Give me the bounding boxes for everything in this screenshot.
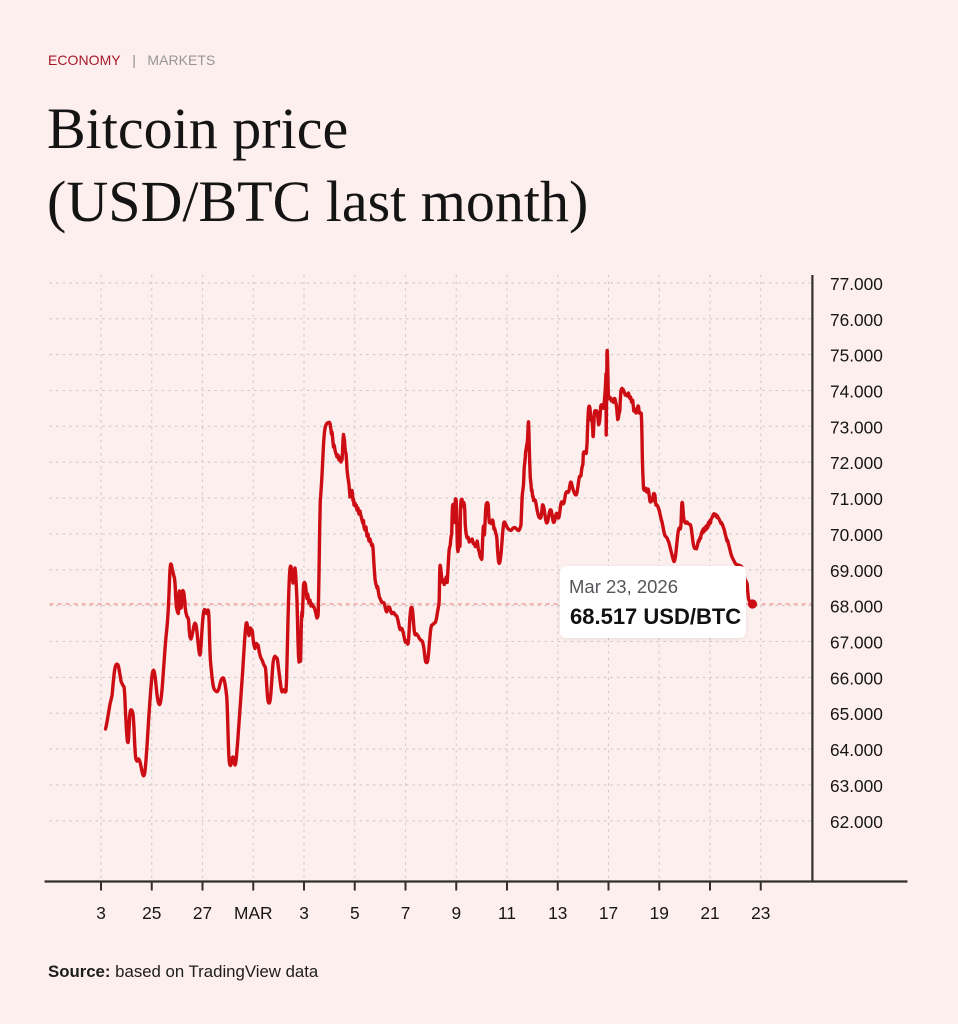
svg-text:70.000: 70.000: [830, 525, 883, 545]
svg-text:71.000: 71.000: [830, 489, 883, 509]
svg-text:17: 17: [599, 903, 618, 923]
svg-text:76.000: 76.000: [830, 310, 883, 330]
svg-text:63.000: 63.000: [830, 776, 883, 796]
svg-text:72.000: 72.000: [830, 453, 883, 473]
svg-text:65.000: 65.000: [830, 704, 883, 724]
svg-text:77.000: 77.000: [830, 274, 883, 294]
svg-text:21: 21: [700, 903, 719, 923]
svg-text:75.000: 75.000: [830, 346, 883, 366]
svg-text:67.000: 67.000: [830, 633, 883, 653]
svg-text:64.000: 64.000: [830, 740, 883, 760]
svg-text:3: 3: [96, 903, 106, 923]
svg-text:68.000: 68.000: [830, 597, 883, 617]
svg-text:7: 7: [401, 903, 411, 923]
svg-text:3: 3: [299, 903, 309, 923]
svg-text:66.000: 66.000: [830, 668, 883, 688]
svg-text:13: 13: [548, 903, 567, 923]
svg-text:11: 11: [498, 903, 516, 923]
svg-text:MAR: MAR: [234, 903, 272, 923]
svg-text:9: 9: [451, 903, 461, 923]
svg-text:23: 23: [751, 903, 770, 923]
svg-text:62.000: 62.000: [830, 812, 883, 832]
svg-text:25: 25: [142, 903, 161, 923]
svg-text:5: 5: [350, 903, 360, 923]
svg-text:69.000: 69.000: [830, 561, 883, 581]
svg-text:19: 19: [650, 903, 669, 923]
svg-text:74.000: 74.000: [830, 382, 883, 402]
svg-text:27: 27: [193, 903, 212, 923]
svg-text:73.000: 73.000: [830, 417, 883, 437]
